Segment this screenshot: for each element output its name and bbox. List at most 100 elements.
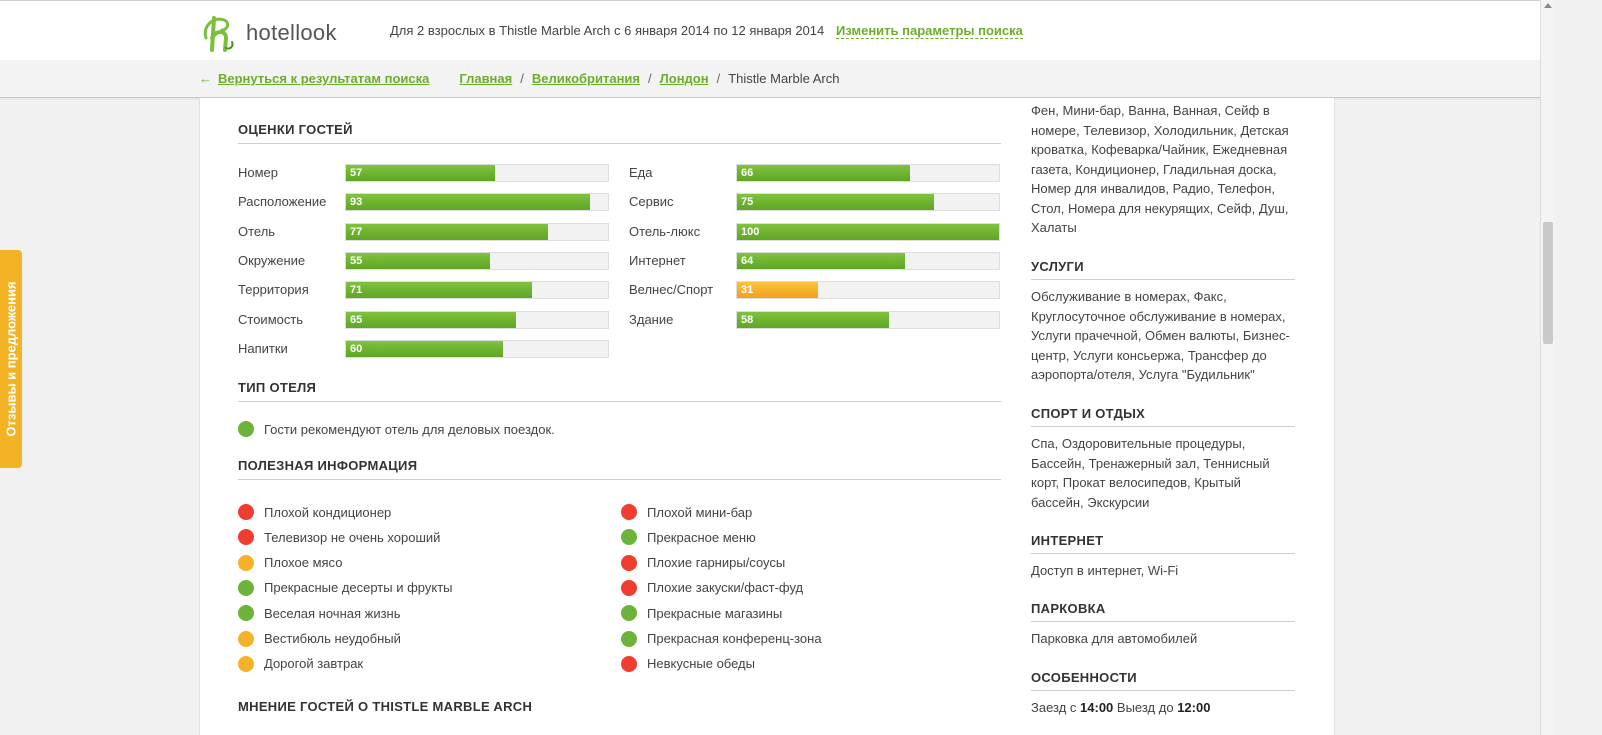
rating-value: 60	[350, 342, 363, 355]
rating-value: 77	[350, 225, 363, 238]
services-title: УСЛУГИ	[1031, 259, 1084, 274]
useful-info-item: Веселая ночная жизнь	[238, 605, 401, 622]
services-divider	[1031, 279, 1295, 280]
breadcrumb-country-link[interactable]: Великобритания	[531, 71, 640, 86]
breadcrumb-bar: ← Вернуться к результатам поиска Главная…	[0, 60, 1540, 98]
rating-value: 100	[741, 225, 760, 238]
parking-divider	[1031, 621, 1295, 622]
feedback-tab-label: Отзывы и предложения	[3, 281, 19, 437]
feedback-tab[interactable]: Отзывы и предложения	[0, 250, 22, 468]
rating-value: 58	[741, 313, 754, 326]
back-to-results-link[interactable]: Вернуться к результатам поиска	[218, 71, 430, 86]
status-dot-icon	[238, 504, 254, 520]
rating-value: 75	[741, 196, 754, 209]
useful-info-title: ПОЛЕЗНАЯ ИНФОРМАЦИЯ	[238, 458, 418, 473]
scroll-up-arrow-icon[interactable]	[1544, 3, 1552, 8]
rating-bar: 31	[736, 281, 1000, 300]
status-dot-icon	[238, 554, 254, 571]
guest-opinion-title: МНЕНИЕ ГОСТЕЙ О THISTLE MARBLE ARCH	[238, 699, 533, 714]
rating-label: Здание	[629, 311, 674, 327]
status-dot-icon	[621, 529, 637, 546]
rating-label: Велнес/Спорт	[629, 282, 714, 298]
rating-bar: 75	[736, 193, 1000, 212]
ratings-title: ОЦЕНКИ ГОСТЕЙ	[238, 122, 353, 137]
breadcrumb-separator: /	[648, 71, 652, 86]
breadcrumb-city-link[interactable]: Лондон	[659, 71, 709, 86]
checkout-label: Выезд до	[1116, 700, 1174, 715]
status-dot-icon	[238, 605, 254, 622]
rating-bar-fill: 100	[737, 223, 999, 240]
rating-value: 57	[350, 167, 363, 179]
search-summary: Для 2 взрослых в Thistle Marble Arch с 6…	[390, 23, 825, 38]
rating-bar: 65	[345, 310, 609, 329]
hotellook-logo[interactable]: hotellook	[200, 11, 337, 55]
rating-bar: 64	[736, 251, 1000, 270]
rating-bar: 58	[736, 310, 1000, 329]
useful-info-text: Прекрасные десерты и фрукты	[264, 580, 453, 596]
useful-info-item: Прекрасные магазины	[621, 605, 782, 622]
rating-bar-fill: 75	[737, 194, 934, 211]
internet-title: ИНТЕРНЕТ	[1031, 533, 1104, 548]
features-title: ОСОБЕННОСТИ	[1031, 670, 1137, 685]
sport-divider	[1031, 426, 1295, 427]
logo-text: hotellook	[246, 20, 337, 45]
breadcrumb: ← Вернуться к результатам поиска Главная…	[199, 71, 839, 86]
status-dot-icon	[621, 655, 637, 672]
rating-label: Расположение	[238, 194, 327, 210]
rating-bar-fill: 65	[346, 311, 516, 328]
rating-label: Интернет	[629, 252, 686, 268]
rating-value: 55	[350, 254, 363, 267]
rating-bar-fill: 66	[737, 165, 910, 181]
ratings-divider	[238, 143, 1001, 144]
rating-bar-fill: 64	[737, 252, 905, 269]
rating-label: Сервис	[629, 194, 674, 210]
rating-bar: 55	[345, 251, 609, 270]
rating-value: 31	[741, 284, 754, 297]
page-scrollbar[interactable]	[1540, 0, 1554, 735]
room-amenities-text: Фен, Мини-бар, Ванна, Ванная, Сейф в ном…	[1031, 103, 1289, 235]
useful-info-item: Невкусные обеды	[621, 655, 755, 672]
rating-value: 71	[350, 284, 363, 297]
rating-value: 66	[741, 167, 754, 179]
useful-info-text: Плохой кондиционер	[264, 504, 392, 520]
hotel-type-text: Гости рекомендуют отель для деловых поез…	[264, 421, 555, 437]
hotel-type-divider	[238, 401, 1001, 402]
rating-bar: 77	[345, 222, 609, 241]
rating-label: Стоимость	[238, 311, 304, 327]
sport-text: Спа, Оздоровительные процедуры, Бассейн,…	[1031, 436, 1270, 510]
useful-info-text: Плохое мясо	[264, 555, 343, 571]
rating-bar: 71	[345, 281, 609, 300]
breadcrumb-current: Thistle Marble Arch	[728, 71, 840, 86]
rating-label: Окружение	[238, 252, 306, 268]
features-divider	[1031, 690, 1295, 691]
parking-text: Парковка для автомобилей	[1031, 631, 1198, 646]
rating-bar: 100	[736, 222, 1000, 241]
sport-title: СПОРТ И ОТДЫХ	[1031, 406, 1146, 421]
status-dot-icon	[621, 605, 637, 622]
logo-icon	[200, 12, 238, 54]
status-dot-icon	[621, 504, 637, 520]
useful-info-text: Телевизор не очень хороший	[264, 529, 441, 545]
status-dot-icon	[621, 630, 637, 647]
status-dot-icon	[621, 579, 637, 596]
status-dot-icon	[238, 655, 254, 672]
internet-divider	[1031, 553, 1295, 554]
rating-label: Отель	[238, 223, 276, 239]
useful-info-text: Веселая ночная жизнь	[264, 605, 401, 621]
rating-bar: 60	[345, 339, 609, 358]
scrollbar-thumb[interactable]	[1543, 222, 1553, 344]
useful-info-item: Прекрасное меню	[621, 529, 756, 546]
useful-info-item: Плохое мясо	[238, 554, 343, 571]
rating-bar-fill: 55	[346, 252, 490, 269]
useful-info-text: Плохие гарниры/соусы	[647, 555, 786, 571]
useful-info-text: Невкусные обеды	[647, 656, 755, 672]
breadcrumb-home-link[interactable]: Главная	[459, 71, 513, 86]
rating-bar-fill: 58	[737, 311, 889, 328]
services-text: Обслуживание в номерах, Факс, Круглосуто…	[1031, 289, 1290, 382]
rating-value: 64	[741, 254, 754, 267]
back-arrow-icon[interactable]: ←	[199, 71, 212, 86]
change-search-link[interactable]: Изменить параметры поиска	[836, 23, 1023, 39]
status-dot-icon	[621, 554, 637, 571]
rating-bar-fill: 57	[346, 165, 495, 181]
rating-value: 93	[350, 196, 363, 209]
